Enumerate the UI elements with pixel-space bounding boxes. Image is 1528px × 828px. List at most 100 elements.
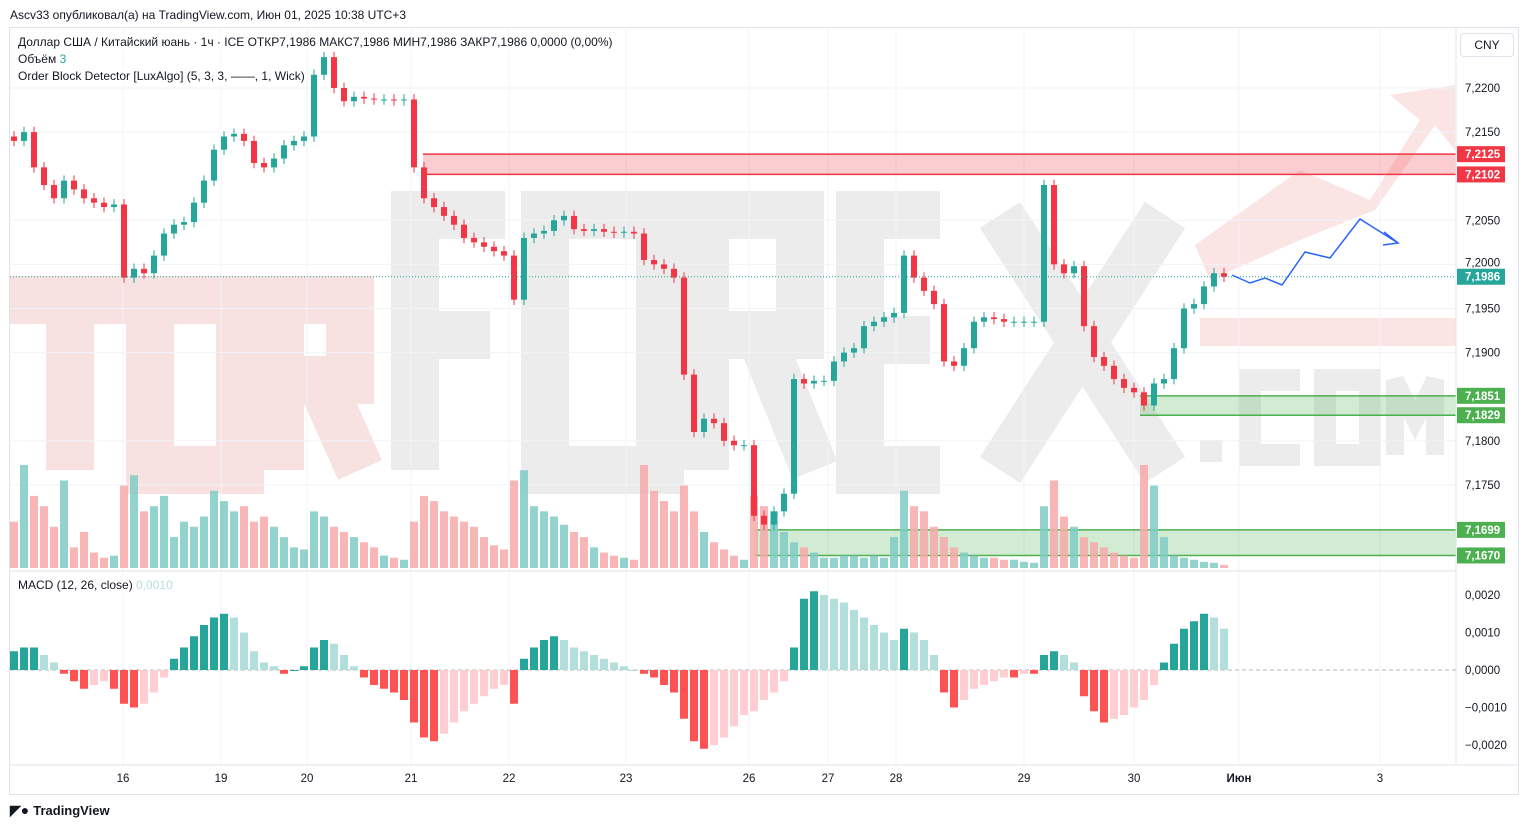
candle-body [1141,392,1147,406]
volume-bar [270,526,278,568]
macd-bar [880,632,888,670]
volume-bar [880,557,888,568]
candle-body [471,237,477,243]
volume-bar [990,557,998,568]
macd-bar [570,647,578,670]
macd-bar [420,670,428,738]
candle-body [511,255,517,300]
macd-bar [390,670,398,693]
candle-body [1191,304,1197,309]
symbol-legend[interactable]: Доллар США / Китайский юань · 1ч · ICE О… [18,34,613,51]
macd-bar [680,670,688,719]
volume-bar [780,531,788,568]
volume-legend[interactable]: Объём 3 [18,51,67,68]
candle-body [961,348,967,366]
candle-body [181,222,187,225]
time-axis[interactable]: 16 19 20 21 22 23 26 27 28 29 30 Июн 3 [117,773,1384,785]
candle-body [1061,264,1067,274]
price-axis[interactable]: 7,2200 7,2150 7,2050 7,2000 7,1950 7,1900 7,18… [1465,83,1500,492]
candle-body [231,133,237,137]
volume-bar [1080,537,1088,568]
macd-bar [320,640,328,670]
candle-body [541,230,547,234]
volume-bar [380,555,388,568]
candle-body [351,96,357,102]
macd-bar [470,670,478,704]
macd-bar [480,670,488,697]
macd-bar [1080,670,1088,697]
macd-bar [990,670,998,682]
candle-body [641,233,647,260]
candle-body [781,493,787,512]
volume-bar [10,521,18,568]
macd-bar [520,658,528,670]
volume-bar [1070,526,1078,568]
macd-bar [510,670,518,704]
volume-bar [850,555,858,568]
macd-bar [1000,670,1008,678]
macd-bar [720,670,728,738]
macd-bar [690,670,698,742]
candle-body [451,215,457,225]
macd-bar [130,670,138,708]
candle-body [861,326,867,349]
time-tick-label: 22 [503,773,516,785]
time-tick-label: 23 [620,773,633,785]
volume-bar [60,480,68,568]
volume-bar [260,516,268,568]
macd-bar [910,632,918,670]
macd-bar [610,662,618,670]
macd-bar [920,640,928,670]
volume-bar [650,490,658,568]
macd-bar [310,647,318,670]
candle-body [921,277,927,291]
volume-bar [1140,465,1148,568]
candle-body [1211,273,1217,287]
volume-bar [410,521,418,568]
macd-bar [600,658,608,670]
candle-body [811,380,817,384]
candle-body [311,74,317,137]
macd-bar [240,632,248,670]
macd-bar [760,670,768,700]
macd-legend[interactable]: MACD (12, 26, close) 0,0010 [18,577,173,594]
candle-body [71,180,77,190]
volume-bar [1030,562,1038,568]
candle-body [941,304,947,362]
candle-body [121,204,127,278]
macd-bar [1200,613,1208,670]
macd-bar [200,625,208,670]
macd-tick-label: 0,0020 [1465,590,1500,602]
order-block-bearish [423,154,1456,175]
candle-body [251,140,257,163]
candle-body [1121,379,1127,388]
macd-bar [20,647,28,670]
candle-body [1201,286,1207,305]
time-tick-label: 29 [1018,773,1031,785]
volume-bar [510,480,518,568]
macd-bar [330,643,338,670]
macd-bar [640,670,648,674]
macd-histogram [10,591,1228,749]
macd-bar [900,628,908,670]
indicator-legend[interactable]: Order Block Detector [LuxAlgo] (5, 3, 3,… [18,68,305,85]
macd-bar [970,670,978,689]
candle-body [981,317,987,322]
macd-bar [550,636,558,670]
candle-body [321,57,327,75]
macd-bar [830,598,838,670]
volume-bar [140,511,148,568]
currency-button[interactable]: CNY [1460,33,1514,57]
candle-body [701,418,707,432]
candle-body [791,379,797,494]
volume-bar [210,490,218,568]
volume-bar [600,552,608,568]
volume-bar [970,555,978,568]
candle-body [431,198,437,208]
tradingview-logo[interactable]: ◤● TradingView [10,802,110,819]
macd-bar [440,670,448,734]
macd-bar [790,647,798,670]
candle-body [151,255,157,274]
last-price-tag: 7,1986 [1465,272,1500,284]
